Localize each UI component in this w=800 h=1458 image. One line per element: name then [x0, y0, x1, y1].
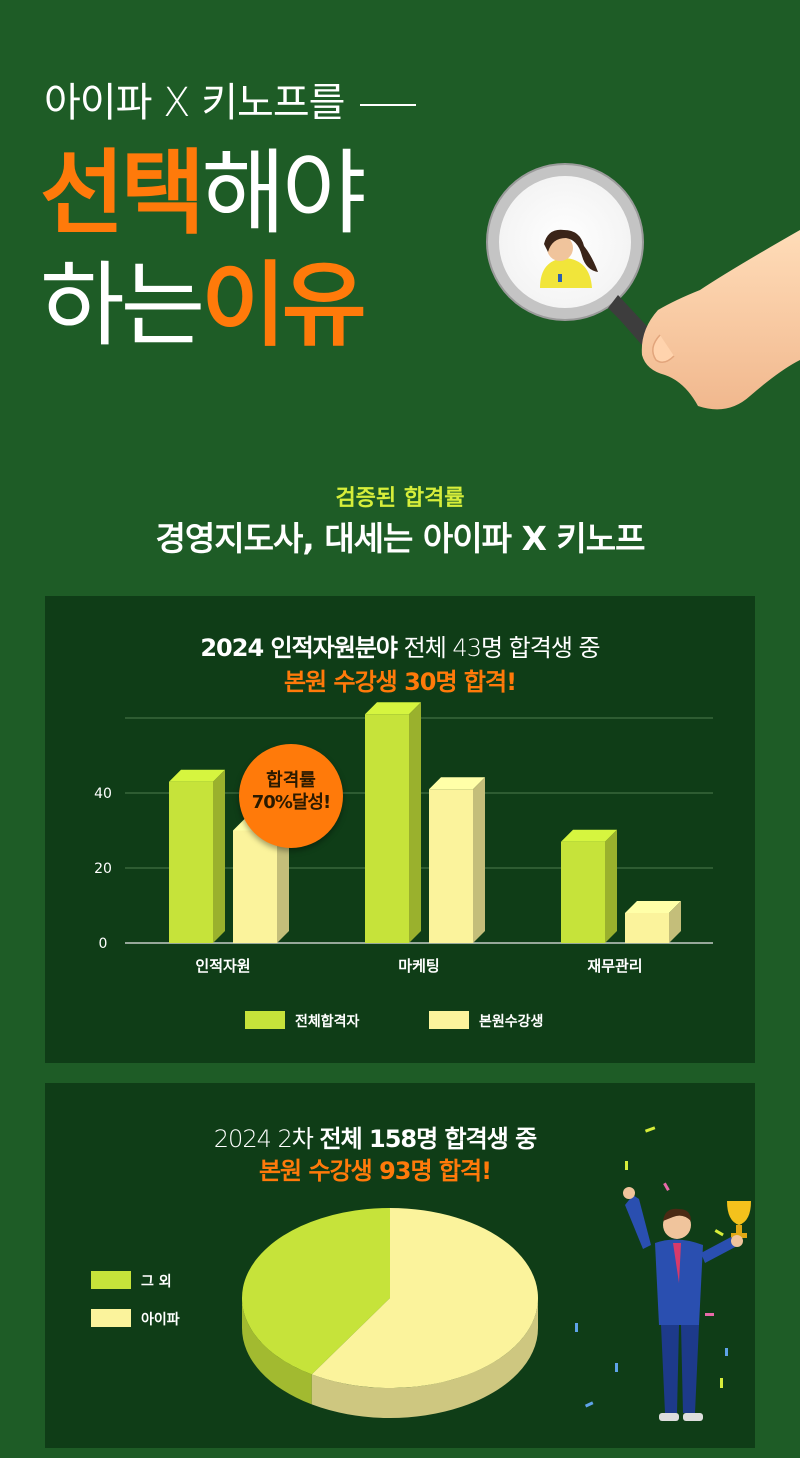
bar-top: [561, 829, 617, 842]
bar-side: [277, 818, 289, 943]
legend-label: 전체합격자: [295, 1013, 360, 1030]
hero-line-2: 선택해야: [40, 140, 367, 248]
bar-front: [169, 781, 213, 943]
legend-swatch: [245, 1011, 285, 1029]
pie-legend-swatch: [91, 1271, 131, 1289]
bar-side: [213, 769, 225, 943]
badge-line-2: 70%달성!: [251, 792, 331, 813]
bar-panel-subtitle: 본원 수강생 30명 합격!: [283, 668, 517, 696]
bar-front: [429, 789, 473, 943]
bar-panel-title-thin: 전체 43명 합격생 중: [403, 634, 601, 662]
y-tick-label: 40: [94, 786, 112, 802]
bar-top: [625, 901, 681, 913]
bar-panel-title-bold: 2024 인적자원분야: [200, 634, 398, 662]
legend-swatch: [429, 1011, 469, 1029]
bar-재무관리-본원수강생: [625, 901, 681, 943]
pass-rate-badge: 합격률 70%달성!: [239, 744, 343, 848]
bar-재무관리-전체합격자: [561, 829, 617, 943]
section-subtitle: 검증된 합격률: [335, 486, 465, 511]
pie-legend-label: 아이파: [141, 1311, 180, 1328]
trophy-icon: [727, 1201, 751, 1238]
bar-side: [409, 702, 421, 943]
hero-highlight-reason: 이유: [201, 252, 366, 359]
pie-slice-아이파: [311, 1208, 538, 1388]
bar-front: [561, 841, 605, 943]
pie-panel-title-bold: 전체 158명 합격생 중: [319, 1125, 537, 1153]
x-category-label: 인적자원: [195, 957, 250, 975]
bar-마케팅-본원수강생: [429, 777, 485, 943]
pie-side-아이파: [311, 1298, 538, 1418]
bar-side: [605, 829, 617, 943]
bar-top: [169, 769, 225, 782]
hero-tagline: 아이파 X 키노프를: [44, 70, 417, 128]
y-tick-label: 0: [99, 936, 108, 952]
bar-side: [473, 777, 485, 943]
section-title: 경영지도사, 대세는 아이파 X 키노프: [155, 519, 646, 558]
bar-인적자원-전체합격자: [169, 769, 225, 943]
lens-rim-edge: [486, 163, 644, 321]
celebrating-man-illustration: [575, 1126, 751, 1421]
bar-마케팅-전체합격자: [365, 702, 421, 943]
pie-side-그 외: [242, 1298, 312, 1405]
x-category-label: 재무관리: [587, 957, 642, 975]
magnifier-hand-illustration: [486, 163, 800, 410]
bar-front: [625, 913, 669, 943]
pie-panel-title-thin: 2024 2차: [213, 1125, 314, 1153]
hand-icon: [641, 230, 800, 410]
bar-panel-title: 2024 인적자원분야 전체 43명 합격생 중: [45, 628, 755, 663]
man-figure: [623, 1187, 743, 1421]
pie-slice-그 외: [242, 1208, 390, 1375]
bar-top: [365, 702, 421, 715]
lens-rim: [487, 164, 643, 320]
confetti-icon: [575, 1126, 728, 1409]
pie-legend-label: 그 외: [141, 1273, 172, 1290]
bar-top: [429, 777, 485, 790]
hero-text-doing: 하는: [40, 252, 205, 359]
tagline-dash: [360, 104, 417, 106]
hero-highlight-select: 선택: [40, 140, 205, 247]
legend-label: 본원수강생: [479, 1013, 543, 1030]
pie-chart-panel: 2024 2차 전체 158명 합격생 중 본원 수강생 93명 합격! 그 외…: [45, 1083, 755, 1448]
pie-legend-swatch: [91, 1309, 131, 1327]
badge-line-1: 합격률: [266, 770, 316, 791]
bar-front: [365, 714, 409, 943]
hero-tagline-text: 아이파 X 키노프를: [44, 80, 345, 126]
pie-panel-title: 2024 2차 전체 158명 합격생 중: [15, 1119, 735, 1154]
pie-panel-subtitle: 본원 수강생 93명 합격!: [258, 1157, 492, 1185]
hero-line-3: 하는이유: [40, 252, 367, 360]
hero-text-must: 해야: [201, 140, 366, 247]
bar-front: [233, 830, 277, 943]
bar-chart-panel: 2024 인적자원분야 전체 43명 합격생 중 본원 수강생 30명 합격! …: [45, 596, 755, 1063]
thumb-shape: [652, 334, 675, 363]
bar-side: [669, 901, 681, 943]
x-category-label: 마케팅: [398, 957, 439, 975]
person-in-lens-icon: [540, 229, 598, 288]
y-tick-label: 20: [94, 861, 112, 877]
